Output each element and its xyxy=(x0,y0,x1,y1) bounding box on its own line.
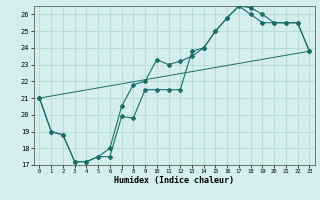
X-axis label: Humidex (Indice chaleur): Humidex (Indice chaleur) xyxy=(114,176,234,185)
